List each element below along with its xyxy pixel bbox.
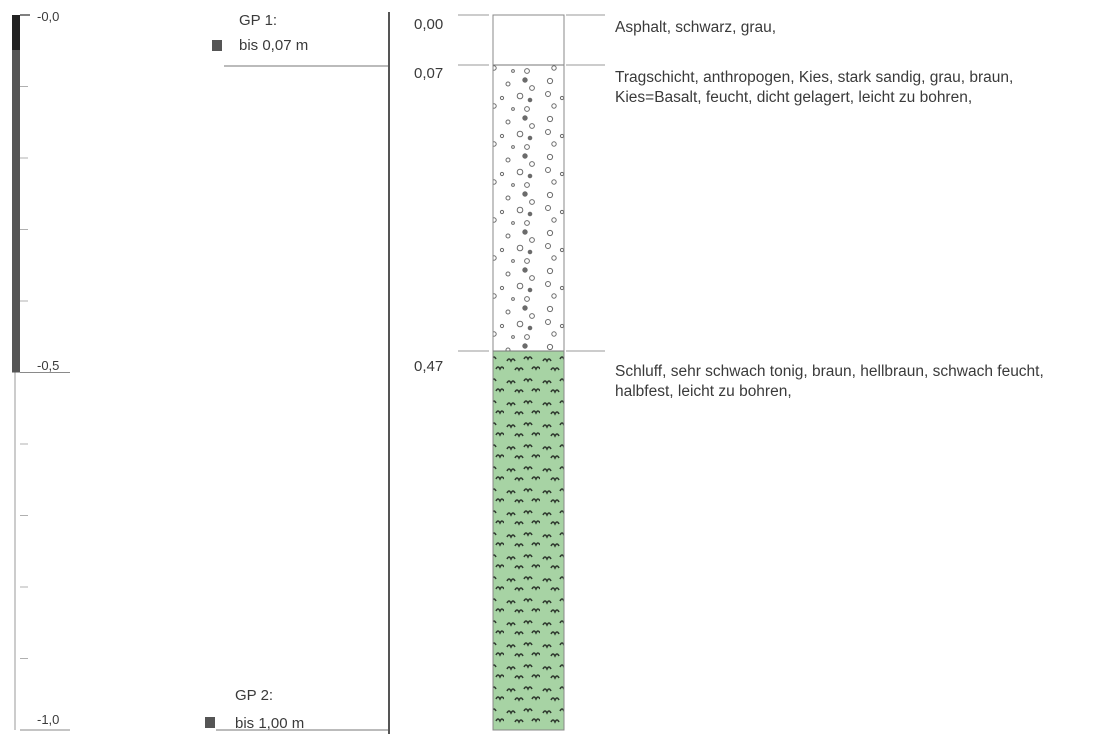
layer-description-2: Schluff, sehr schwach tonig, braun, hell… <box>615 363 1044 400</box>
layer-top-depth-1: 0,07 <box>414 65 444 82</box>
sample-title: GP 2: <box>235 687 274 704</box>
layer-description-1: Tragschicht, anthropogen, Kies, stark sa… <box>615 69 1014 106</box>
sample-title: GP 1: <box>239 12 278 29</box>
layer-2-pattern <box>493 351 564 730</box>
layer-top-depth-0: 0,00 <box>414 16 444 33</box>
sample-marker-icon <box>205 717 215 728</box>
layer-top-depth-2: 0,47 <box>414 358 444 375</box>
sample-marker-icon <box>212 40 222 51</box>
sample-depth: bis 1,00 m <box>235 715 305 732</box>
column-outline <box>492 14 565 731</box>
layer-description-0: Asphalt, schwarz, grau, <box>615 19 777 36</box>
layer-1-pattern <box>493 65 564 352</box>
layer-0-fill <box>493 15 564 66</box>
scale-bar-upper <box>12 15 20 373</box>
depth-scale-graphic <box>12 14 70 731</box>
scale-label-bottom: -1,0 <box>37 712 60 727</box>
depth-scale: -0,0 -0,5 -1,0 <box>0 0 80 737</box>
scale-label-mid: -0,5 <box>37 358 60 373</box>
sample-depth: bis 0,07 m <box>239 37 309 54</box>
scale-label-top: -0,0 <box>37 9 60 24</box>
scale-bar-cap <box>12 15 20 50</box>
